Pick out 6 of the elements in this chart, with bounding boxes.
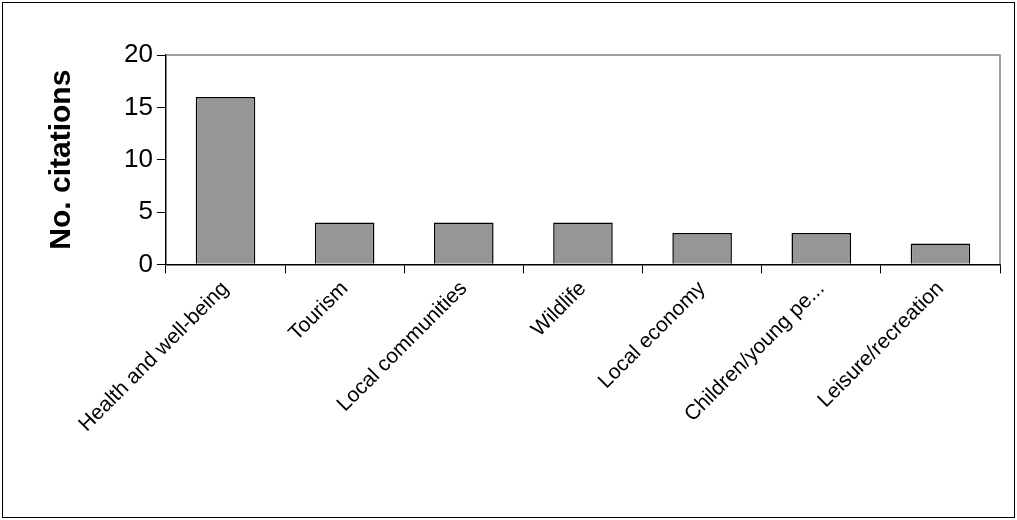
y-tick-label: 15 <box>124 90 153 121</box>
y-axis-title: No. citations <box>43 69 77 250</box>
y-tick-label: 20 <box>124 38 153 69</box>
y-tick-label: 0 <box>138 247 153 278</box>
y-tick-label: 10 <box>124 142 153 173</box>
y-tick-label: 5 <box>138 195 153 226</box>
